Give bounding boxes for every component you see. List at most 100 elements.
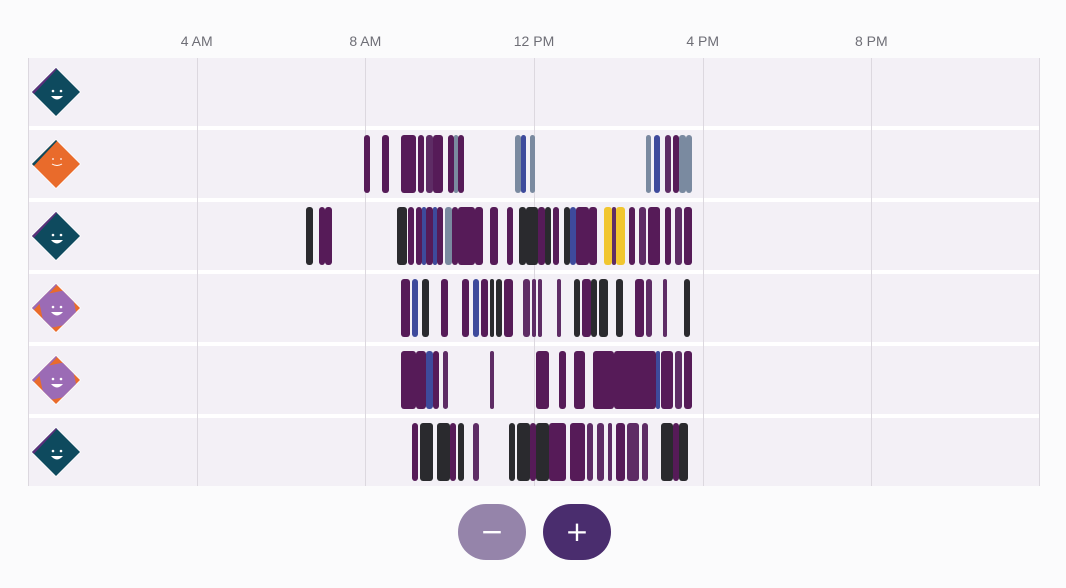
activity-segment[interactable] [641, 423, 648, 481]
activity-segment[interactable] [599, 279, 608, 337]
activity-segment[interactable] [597, 423, 604, 481]
activity-segment[interactable] [673, 423, 680, 481]
activity-segment[interactable] [538, 207, 545, 265]
user-avatar[interactable] [31, 355, 81, 405]
activity-segment[interactable] [552, 207, 560, 265]
activity-segment[interactable] [569, 207, 577, 265]
activity-segment[interactable] [521, 135, 526, 193]
user-avatar[interactable] [31, 139, 81, 189]
activity-segment[interactable] [574, 279, 581, 337]
activity-segment[interactable] [519, 207, 526, 265]
activity-segment[interactable] [472, 279, 480, 337]
activity-segment[interactable] [536, 351, 549, 409]
activity-segment[interactable] [437, 207, 444, 265]
activity-segment[interactable] [529, 423, 537, 481]
activity-segment[interactable] [489, 279, 494, 337]
activity-segment[interactable] [660, 423, 674, 481]
user-avatar[interactable] [31, 283, 81, 333]
activity-segment[interactable] [443, 351, 448, 409]
activity-segment[interactable] [662, 279, 667, 337]
activity-segment[interactable] [451, 207, 459, 265]
activity-segment[interactable] [612, 207, 617, 265]
activity-segment[interactable] [647, 207, 661, 265]
activity-segment[interactable] [489, 351, 494, 409]
user-avatar[interactable] [31, 427, 81, 477]
activity-segment[interactable] [626, 423, 640, 481]
activity-segment[interactable] [582, 279, 591, 337]
zoom-in-button[interactable]: + [543, 504, 611, 560]
activity-segment[interactable] [432, 351, 440, 409]
activity-segment[interactable] [544, 207, 551, 265]
activity-segment[interactable] [563, 207, 570, 265]
activity-segment[interactable] [588, 207, 598, 265]
activity-segment[interactable] [559, 351, 566, 409]
activity-segment[interactable] [306, 207, 313, 265]
activity-segment[interactable] [683, 351, 693, 409]
activity-segment[interactable] [675, 207, 682, 265]
activity-segment[interactable] [673, 135, 680, 193]
activity-segment[interactable] [664, 207, 672, 265]
activity-segment[interactable] [401, 351, 416, 409]
activity-segment[interactable] [504, 279, 513, 337]
activity-segment[interactable] [411, 423, 419, 481]
activity-segment[interactable] [683, 279, 690, 337]
activity-segment[interactable] [437, 423, 450, 481]
activity-segment[interactable] [683, 207, 693, 265]
activity-segment[interactable] [635, 279, 644, 337]
activity-segment[interactable] [586, 423, 594, 481]
activity-segment[interactable] [536, 423, 549, 481]
activity-segment[interactable] [628, 207, 636, 265]
activity-segment[interactable] [432, 207, 437, 265]
activity-segment[interactable] [616, 279, 623, 337]
activity-segment[interactable] [576, 207, 589, 265]
activity-segment[interactable] [458, 135, 465, 193]
activity-segment[interactable] [679, 135, 686, 193]
activity-segment[interactable] [660, 351, 674, 409]
user-avatar[interactable] [31, 211, 81, 261]
activity-segment[interactable] [614, 351, 657, 409]
activity-segment[interactable] [418, 135, 425, 193]
activity-segment[interactable] [557, 279, 562, 337]
activity-segment[interactable] [489, 207, 499, 265]
activity-segment[interactable] [401, 135, 416, 193]
activity-segment[interactable] [529, 135, 535, 193]
activity-segment[interactable] [603, 207, 612, 265]
activity-segment[interactable] [569, 423, 585, 481]
activity-segment[interactable] [517, 423, 530, 481]
activity-segment[interactable] [415, 351, 427, 409]
activity-segment[interactable] [445, 207, 452, 265]
activity-segment[interactable] [407, 207, 414, 265]
user-avatar[interactable] [31, 67, 81, 117]
activity-segment[interactable] [496, 279, 503, 337]
activity-segment[interactable] [656, 351, 661, 409]
activity-segment[interactable] [415, 207, 423, 265]
activity-segment[interactable] [325, 207, 332, 265]
activity-segment[interactable] [574, 351, 585, 409]
activity-segment[interactable] [449, 423, 456, 481]
activity-segment[interactable] [685, 135, 693, 193]
activity-segment[interactable] [441, 279, 448, 337]
activity-segment[interactable] [432, 135, 444, 193]
activity-segment[interactable] [382, 135, 389, 193]
activity-segment[interactable] [538, 279, 543, 337]
activity-segment[interactable] [458, 207, 475, 265]
activity-segment[interactable] [396, 207, 408, 265]
activity-segment[interactable] [506, 207, 513, 265]
activity-segment[interactable] [645, 279, 653, 337]
activity-segment[interactable] [426, 135, 433, 193]
activity-segment[interactable] [645, 135, 652, 193]
activity-segment[interactable] [639, 207, 646, 265]
activity-segment[interactable] [472, 423, 480, 481]
activity-segment[interactable] [607, 423, 612, 481]
activity-segment[interactable] [508, 423, 515, 481]
activity-segment[interactable] [364, 135, 371, 193]
activity-segment[interactable] [422, 279, 429, 337]
activity-segment[interactable] [481, 279, 488, 337]
activity-segment[interactable] [462, 279, 469, 337]
activity-segment[interactable] [654, 135, 660, 193]
activity-segment[interactable] [679, 423, 688, 481]
activity-segment[interactable] [525, 207, 539, 265]
activity-segment[interactable] [531, 279, 537, 337]
zoom-out-button[interactable]: − [458, 504, 526, 560]
activity-segment[interactable] [593, 351, 615, 409]
